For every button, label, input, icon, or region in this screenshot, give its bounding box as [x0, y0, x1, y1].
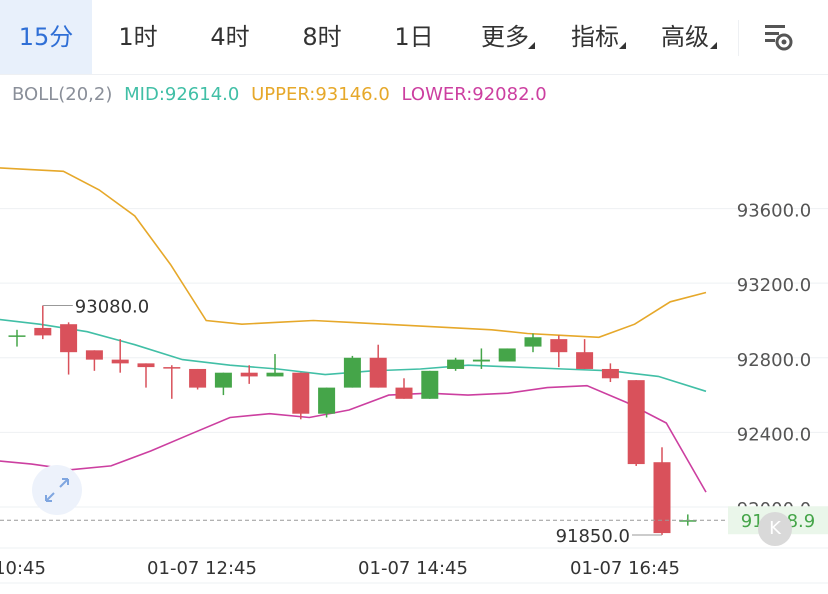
- candle-body: [395, 387, 413, 399]
- tab-indicators[interactable]: 指标: [550, 0, 640, 74]
- tab-advanced-label: 高级: [661, 23, 709, 51]
- expand-button[interactable]: [32, 465, 82, 515]
- high-price-label: 93080.0: [75, 297, 149, 318]
- y-tick-label: 93600.0: [737, 201, 811, 222]
- candle-body: [34, 327, 52, 336]
- x-tick-label: 01-07 14:45: [358, 558, 468, 579]
- tab-8h[interactable]: 8时: [302, 23, 342, 51]
- candle-body: [421, 370, 439, 399]
- dropdown-triangle-icon: [710, 42, 717, 49]
- boll-mid-value: MID:92614.0: [124, 84, 240, 105]
- candle-body: [85, 350, 103, 360]
- tab-more[interactable]: 更多: [460, 0, 550, 74]
- candle-body: [8, 335, 26, 337]
- boll-upper-line: [0, 167, 707, 339]
- k-line-button[interactable]: K: [758, 512, 792, 546]
- candle-body: [163, 367, 181, 369]
- candle-body: [189, 368, 207, 388]
- candle-body: [292, 372, 310, 414]
- x-tick-label: 01-07 12:45: [147, 558, 257, 579]
- candle-body: [60, 324, 78, 353]
- chart-settings-icon[interactable]: [740, 18, 800, 58]
- candle-body: [679, 520, 697, 522]
- boll-upper-value: UPPER:93146.0: [251, 84, 390, 105]
- candle-body: [369, 357, 387, 388]
- candle-body: [550, 339, 568, 353]
- boll-name: BOLL(20,2): [12, 84, 113, 105]
- candle-body: [266, 372, 284, 377]
- candle-body: [472, 359, 490, 362]
- candle-body: [498, 348, 516, 362]
- timeframe-tab-bar: 15分 1时 4时 8时 1日 更多 指标 高级: [0, 0, 828, 75]
- boll-lower-line: [0, 384, 707, 493]
- candle-body: [524, 337, 542, 347]
- candle-body: [318, 387, 336, 414]
- y-tick-label: 92800.0: [737, 350, 811, 371]
- candle-body: [343, 357, 361, 388]
- tab-1h[interactable]: 1时: [118, 23, 158, 51]
- candle-body: [111, 359, 129, 364]
- candle-body: [576, 352, 594, 369]
- candle-body: [627, 380, 645, 465]
- tab-divider: [738, 20, 739, 56]
- y-tick-label: 92400.0: [737, 424, 811, 445]
- tab-advanced[interactable]: 高级: [640, 0, 730, 74]
- x-tick-label: 01-07 16:45: [570, 558, 680, 579]
- candle-body: [137, 363, 155, 368]
- candle-body: [447, 359, 465, 369]
- tab-more-label: 更多: [481, 23, 529, 51]
- candle-body: [240, 372, 258, 377]
- low-price-label: 91850.0: [556, 526, 630, 547]
- tab-indicators-label: 指标: [571, 23, 619, 51]
- tab-1d[interactable]: 1日: [394, 23, 434, 51]
- expand-arrows-icon: [45, 478, 69, 502]
- x-tick-label: 10:45: [0, 558, 46, 579]
- tab-4h[interactable]: 4时: [210, 23, 250, 51]
- boll-lower-value: LOWER:92082.0: [401, 84, 547, 105]
- y-tick-label: 93200.0: [737, 275, 811, 296]
- tab-15m[interactable]: 15分: [0, 0, 92, 74]
- boll-legend: BOLL(20,2) MID:92614.0 UPPER:93146.0 LOW…: [12, 84, 553, 105]
- dropdown-triangle-icon: [528, 42, 535, 49]
- candle-body: [601, 368, 619, 379]
- candle-body: [653, 462, 671, 534]
- dropdown-triangle-icon: [619, 42, 626, 49]
- candle-body: [214, 372, 232, 388]
